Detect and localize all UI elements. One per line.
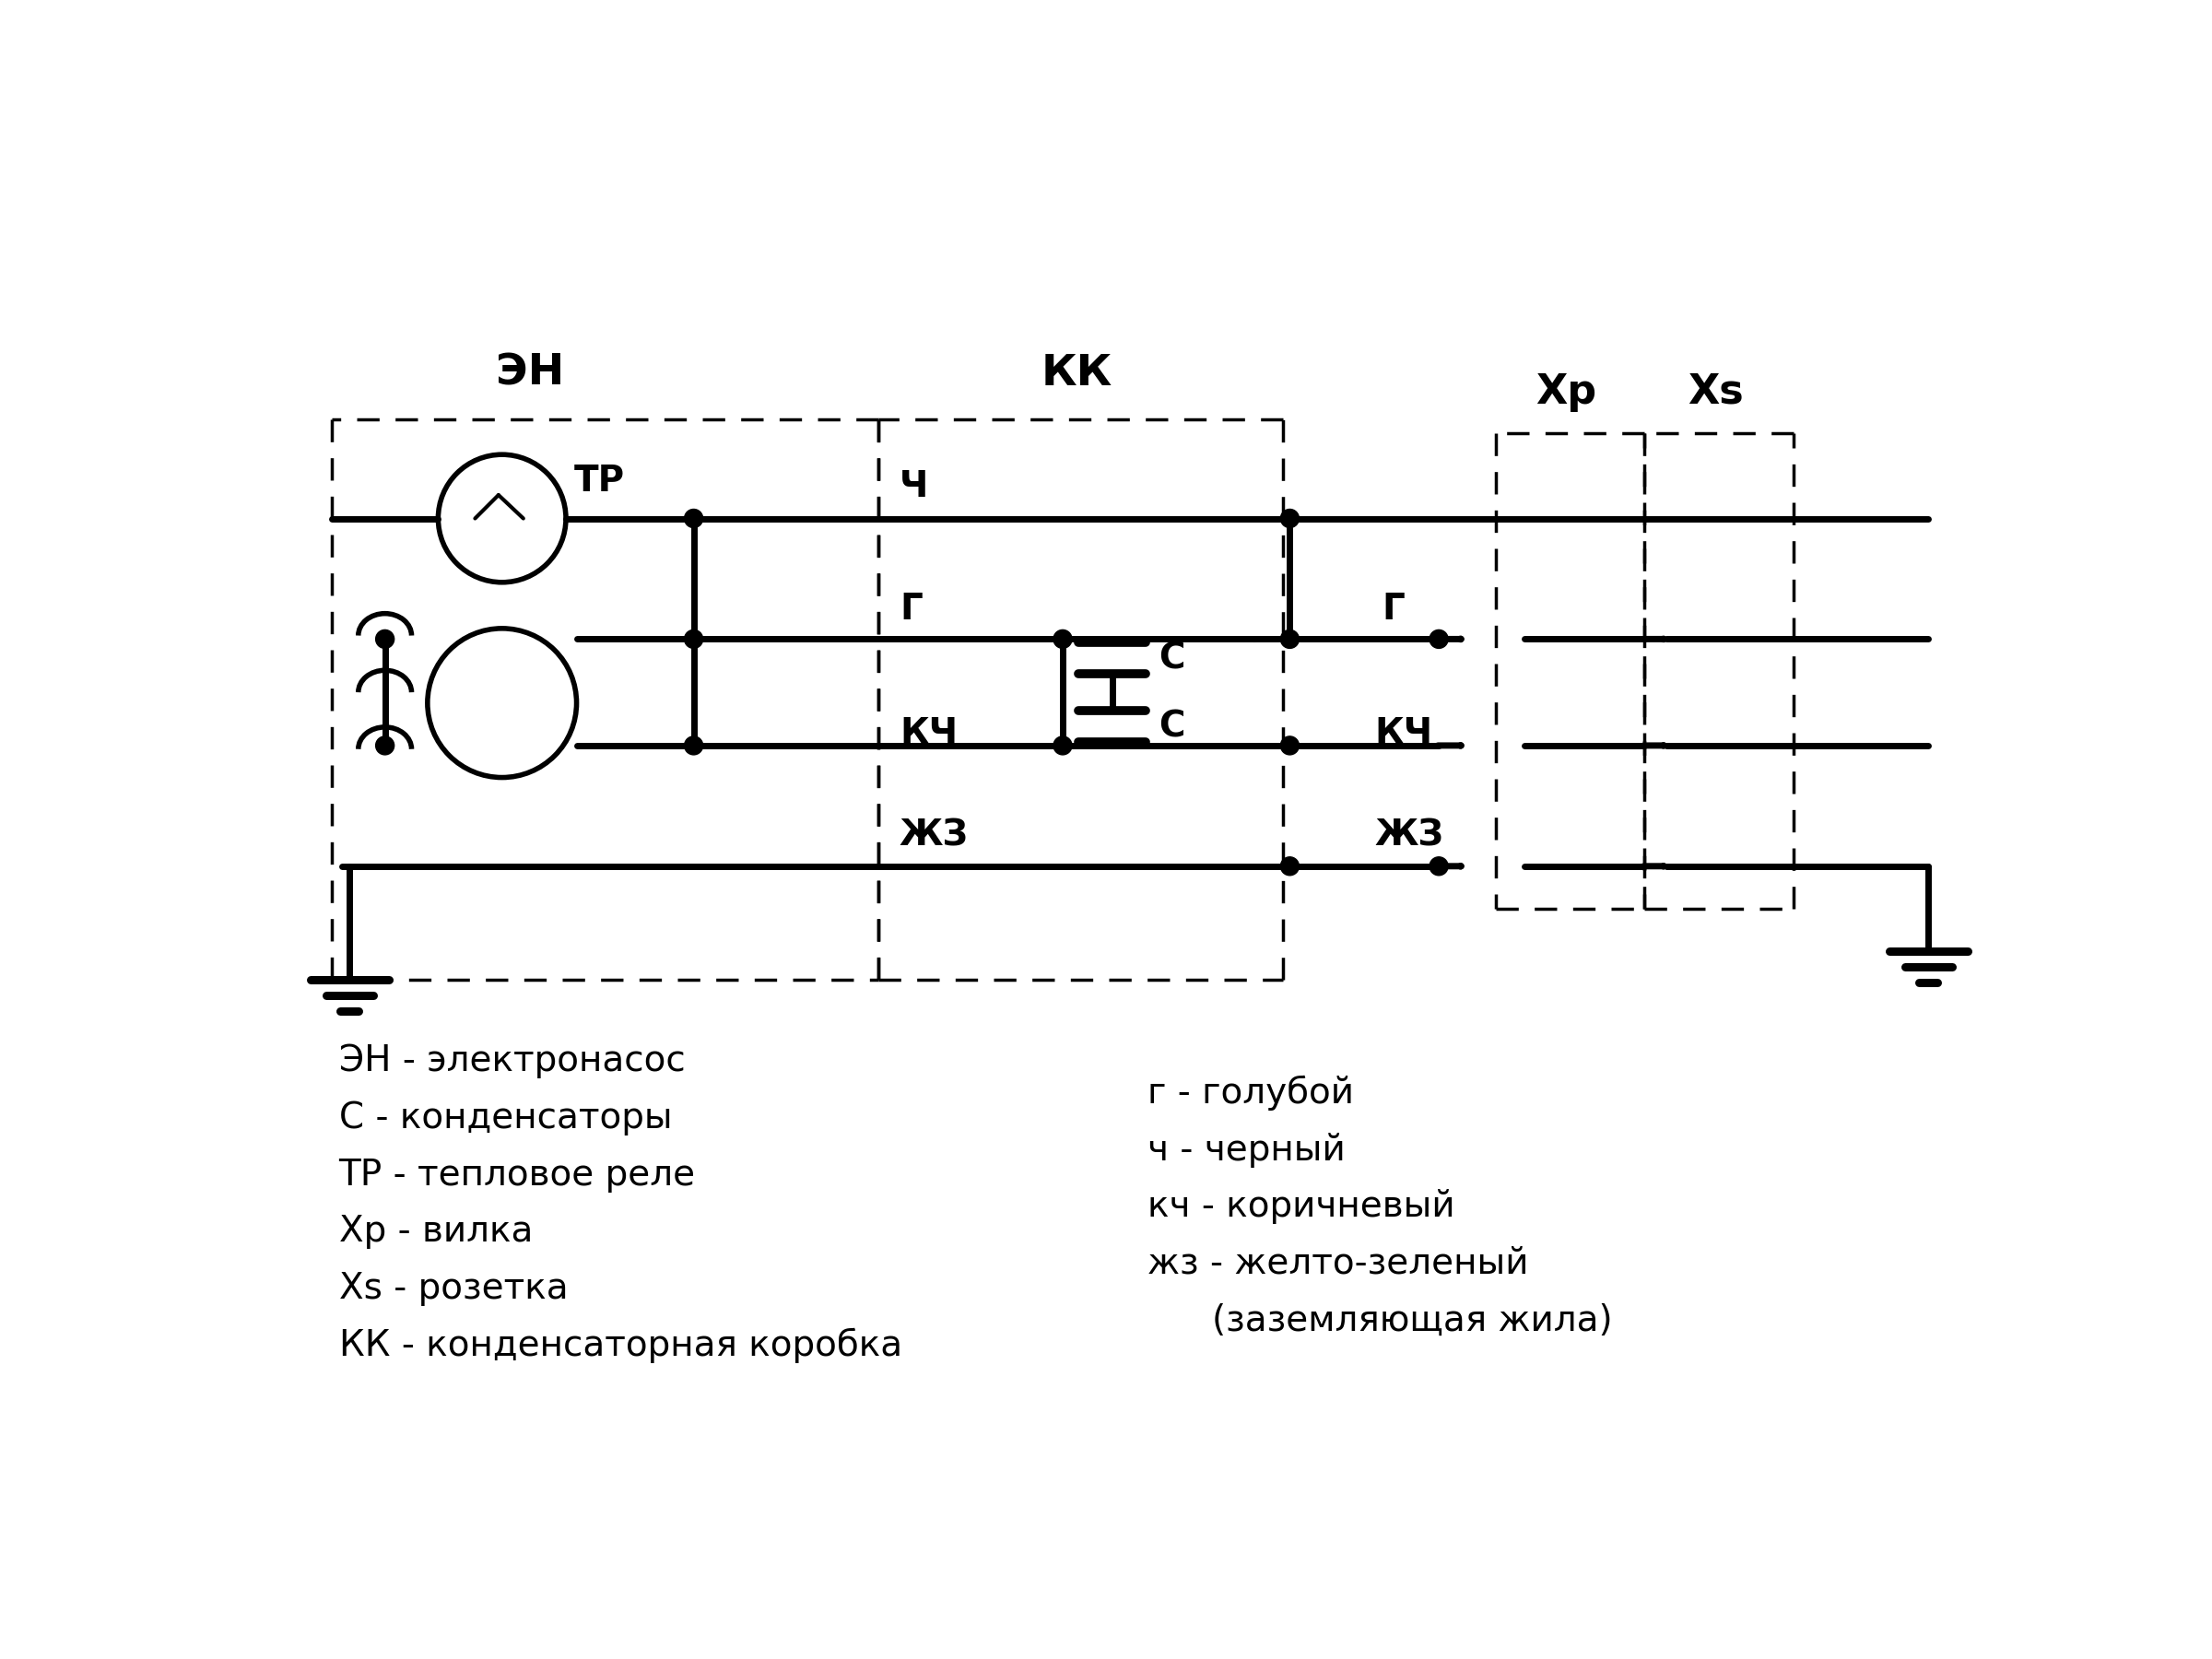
Circle shape <box>684 630 703 649</box>
Text: С: С <box>1159 708 1186 743</box>
Circle shape <box>1281 509 1298 528</box>
Text: КК - конденсаторная коробка: КК - конденсаторная коробка <box>338 1327 902 1362</box>
Circle shape <box>1281 630 1298 649</box>
Text: ч - черный: ч - черный <box>1148 1133 1345 1168</box>
Text: Г: Г <box>1382 591 1405 627</box>
Text: КЧ: КЧ <box>900 717 958 752</box>
Text: ЭН: ЭН <box>495 353 564 395</box>
Circle shape <box>684 509 703 528</box>
Circle shape <box>1053 737 1073 755</box>
Text: С: С <box>1159 640 1186 675</box>
Circle shape <box>1281 858 1298 876</box>
Text: ЖЗ: ЖЗ <box>1376 818 1444 853</box>
Circle shape <box>376 630 394 649</box>
Text: кч - коричневый: кч - коричневый <box>1148 1190 1455 1224</box>
Text: Хр - вилка: Хр - вилка <box>338 1214 533 1249</box>
Text: ТР: ТР <box>575 465 626 499</box>
Circle shape <box>1053 630 1073 649</box>
Text: ЭН - электронасос: ЭН - электронасос <box>338 1044 686 1078</box>
Text: жз - желто-зеленый: жз - желто-зеленый <box>1148 1246 1528 1281</box>
Text: ТР - тепловое реле: ТР - тепловое реле <box>338 1158 695 1193</box>
Text: Хр: Хр <box>1535 372 1597 411</box>
Text: Г: Г <box>900 591 922 627</box>
Circle shape <box>1281 737 1298 755</box>
Text: КК: КК <box>1042 353 1113 395</box>
Circle shape <box>1429 858 1449 876</box>
Text: С - конденсаторы: С - конденсаторы <box>338 1100 672 1135</box>
Circle shape <box>376 737 394 755</box>
Circle shape <box>1429 630 1449 649</box>
Text: г - голубой: г - голубой <box>1148 1075 1354 1112</box>
Text: Xs: Xs <box>1688 372 1743 411</box>
Text: Xs - розетка: Xs - розетка <box>338 1271 568 1306</box>
Text: (заземляющая жила): (заземляющая жила) <box>1212 1302 1613 1337</box>
Text: КЧ: КЧ <box>1376 717 1433 752</box>
Text: Ч: Ч <box>900 469 929 504</box>
Text: ЖЗ: ЖЗ <box>900 818 969 853</box>
Circle shape <box>684 737 703 755</box>
